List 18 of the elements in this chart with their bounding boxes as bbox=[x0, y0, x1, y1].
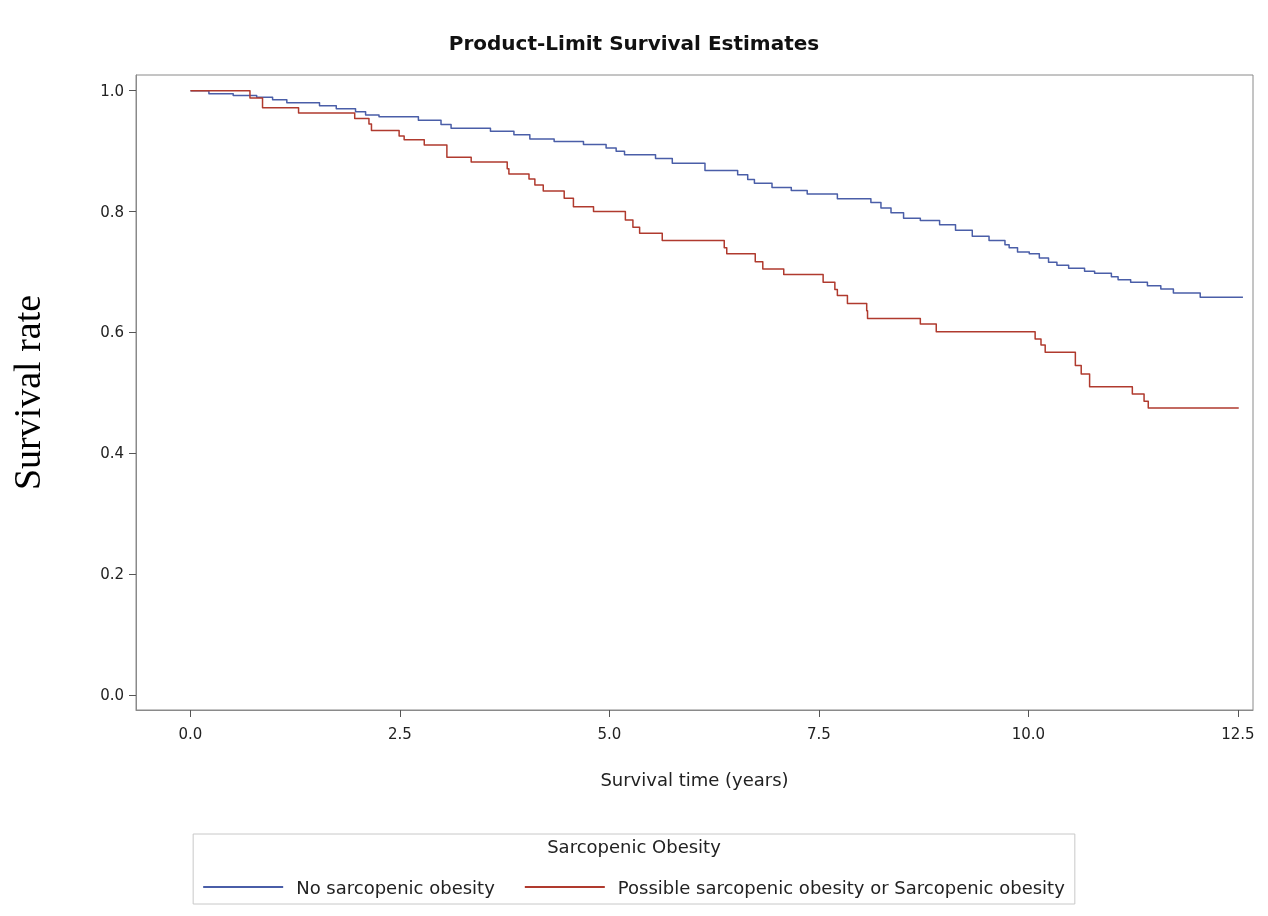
y-tick-label: 1.0 bbox=[100, 81, 124, 100]
x-tick-label: 12.5 bbox=[1221, 724, 1255, 743]
x-tick-label: 0.0 bbox=[178, 724, 203, 743]
x-tick-label: 5.0 bbox=[597, 724, 622, 743]
legend-title: Sarcopenic Obesity bbox=[547, 835, 722, 857]
y-tick-label: 0.8 bbox=[100, 202, 124, 221]
x-tick-label: 7.5 bbox=[807, 724, 831, 743]
legend-label: No sarcopenic obesity bbox=[296, 876, 496, 898]
y-axis-title: Survival rate bbox=[6, 294, 48, 491]
y-tick-label: 0.0 bbox=[100, 685, 124, 704]
chart-title: Product-Limit Survival Estimates bbox=[448, 31, 820, 55]
legend-label: Possible sarcopenic obesity or Sarcopenic obesity bbox=[617, 876, 1066, 898]
x-axis-title: Survival time (years) bbox=[600, 768, 789, 790]
x-tick-label: 2.5 bbox=[388, 724, 412, 743]
y-tick-label: 0.6 bbox=[100, 323, 124, 342]
y-tick-label: 0.4 bbox=[100, 444, 124, 463]
y-tick-label: 0.2 bbox=[100, 565, 124, 584]
x-tick-label: 10.0 bbox=[1011, 724, 1046, 743]
